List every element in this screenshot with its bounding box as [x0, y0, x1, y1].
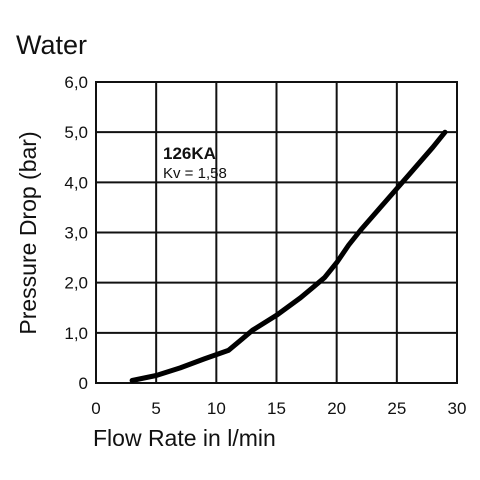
x-tick-label: 15: [267, 399, 286, 418]
tick-labels: 0 5 10 15 20 25 30 0 1,0 2,0 3,0 4,0 5,0 6,0: [64, 73, 466, 418]
model-label: 126KA: [163, 144, 216, 163]
x-axis-label: Flow Rate in l/min: [93, 425, 276, 451]
y-tick-label: 2,0: [64, 274, 88, 293]
series-line: [129, 129, 448, 383]
y-tick-label: 3,0: [64, 224, 88, 243]
x-tick-label: 5: [151, 399, 160, 418]
y-tick-label: 1,0: [64, 324, 88, 343]
y-tick-label: 6,0: [64, 73, 88, 92]
kv-value-label: Kv = 1,58: [163, 165, 227, 182]
y-tick-label: 4,0: [64, 173, 88, 192]
y-axis-label: Pressure Drop (bar): [15, 131, 41, 334]
chart-title: Water: [16, 30, 87, 60]
x-tick-label: 10: [207, 399, 226, 418]
x-tick-label: 25: [387, 399, 406, 418]
x-tick-label: 30: [448, 399, 467, 418]
x-tick-label: 20: [327, 399, 346, 418]
y-tick-label: 5,0: [64, 123, 88, 142]
y-tick-label: 0: [79, 374, 88, 393]
plot-frame: [95, 81, 458, 384]
grid-lines: [96, 82, 457, 383]
x-tick-label: 0: [91, 399, 100, 418]
